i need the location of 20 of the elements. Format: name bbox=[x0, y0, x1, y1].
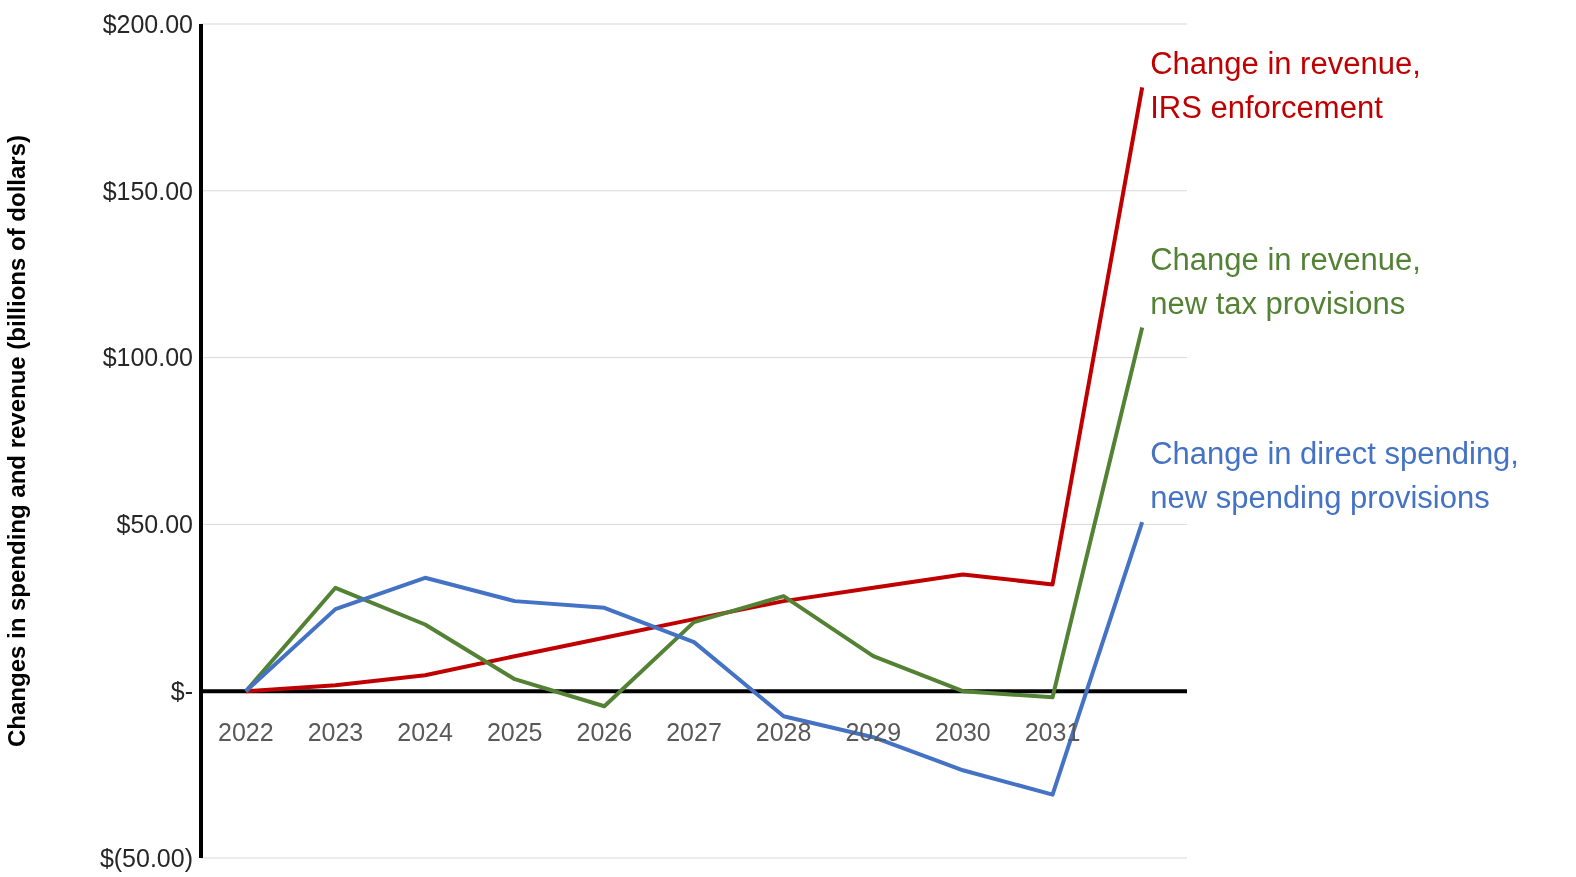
y-tick-label: $100.00 bbox=[102, 343, 193, 372]
x-tick-label: 2027 bbox=[666, 718, 722, 747]
x-tick-label: 2022 bbox=[218, 718, 274, 747]
x-tick-label: 2025 bbox=[486, 718, 543, 747]
x-tick-label: 2024 bbox=[397, 718, 453, 747]
y-tick-label: $- bbox=[170, 677, 193, 706]
series-label: Change in revenue, IRS enforcement bbox=[1150, 46, 1421, 125]
line-series bbox=[243, 85, 1145, 694]
y-tick-label: $(50.00) bbox=[99, 843, 193, 872]
y-axis-title: Changes in spending and revenue (billions of dollars) bbox=[2, 134, 30, 748]
series-label: Change in direct spending, new spending provisions bbox=[1150, 436, 1519, 516]
x-tick-label: 2028 bbox=[755, 718, 812, 747]
x-tick-label: 2030 bbox=[935, 718, 991, 747]
y-tick-label: $50.00 bbox=[116, 510, 193, 539]
series-label: Change in revenue, new tax provisions bbox=[1150, 241, 1421, 321]
y-tick-label: $200.00 bbox=[102, 9, 193, 38]
y-tick-label: $150.00 bbox=[102, 176, 193, 205]
line-series bbox=[243, 325, 1145, 709]
x-tick-label: 2026 bbox=[576, 718, 633, 747]
x-tick-label: 2023 bbox=[307, 718, 364, 747]
